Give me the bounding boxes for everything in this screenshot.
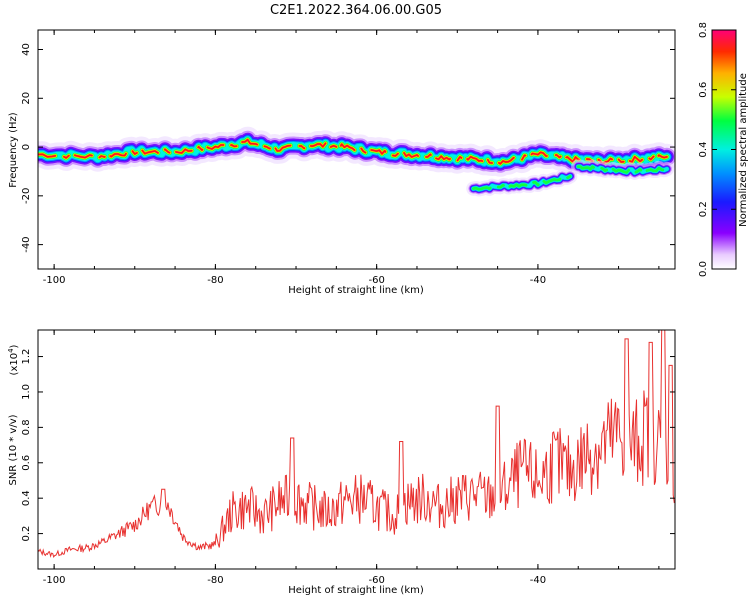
snr-panel: -100 -80 -60 -40 0.2 0.4 0.6 0.8 1.0 1.2 Height … bbox=[7, 329, 676, 596]
spectrogram-x-label: Height of straight line (km) bbox=[288, 285, 424, 296]
heatmap-layer bbox=[38, 126, 675, 197]
heatmap-band bbox=[38, 139, 668, 165]
spectrogram-x-tick-label: -60 bbox=[368, 275, 384, 286]
spectrogram-x-ticks: -100 -80 -60 -40 bbox=[43, 30, 660, 286]
spectrogram-y-label: Frequency (Hz) bbox=[8, 112, 19, 188]
spectrogram-x-tick-label: -80 bbox=[207, 275, 223, 286]
colorbar-ticks: 0.0 0.2 0.4 0.6 0.8 bbox=[698, 22, 736, 277]
colorbar-tick-label: 0.0 bbox=[698, 261, 709, 277]
heatmap-ridge bbox=[571, 159, 675, 180]
spectrogram-y-tick-label: 0 bbox=[21, 144, 32, 150]
snr-x-label: Height of straight line (km) bbox=[288, 585, 424, 596]
colorbar-tick-label: 0.4 bbox=[698, 142, 709, 158]
spectrogram-y-tick-label: 20 bbox=[21, 92, 32, 105]
spectrogram-y-tick-label: -20 bbox=[21, 188, 32, 204]
figure-title: C2E1.2022.364.06.00.G05 bbox=[270, 3, 442, 18]
snr-x-tick-label: -60 bbox=[368, 575, 384, 586]
heatmap-band bbox=[472, 174, 572, 191]
snr-y-tick-label: 0.8 bbox=[21, 419, 32, 435]
colorbar-tick-label: 0.2 bbox=[698, 201, 709, 217]
spectrogram-y-tick-label: -40 bbox=[21, 236, 32, 252]
heatmap-band bbox=[576, 165, 669, 175]
snr-y-ticks: 0.2 0.4 0.6 0.8 1.0 1.2 bbox=[21, 349, 675, 542]
spectrogram-x-tick-label: -100 bbox=[43, 275, 66, 286]
spectrogram-panel: -100 -80 -60 -40 -40 -20 0 20 40 Height of stra… bbox=[8, 29, 676, 296]
snr-y-tick-label: 0.4 bbox=[21, 490, 32, 506]
snr-x-tick-label: -80 bbox=[207, 575, 223, 586]
spectrogram-frame bbox=[37, 29, 676, 270]
heatmap-ridge bbox=[466, 169, 578, 197]
snr-y-tick-label: 1.0 bbox=[21, 384, 32, 400]
snr-y-tick-label: 0.6 bbox=[21, 455, 32, 471]
snr-x-ticks: -100 -80 -60 -40 bbox=[43, 330, 660, 586]
colorbar-tick-label: 0.8 bbox=[698, 22, 709, 38]
heatmap-ridge bbox=[38, 126, 675, 178]
spectrogram-y-tick-label: 40 bbox=[21, 43, 32, 56]
snr-frame bbox=[37, 329, 676, 570]
snr-y-tick-label: 0.2 bbox=[21, 526, 32, 542]
snr-y-tick-label: 1.2 bbox=[21, 349, 32, 365]
snr-x-tick-label: -40 bbox=[530, 575, 546, 586]
colorbar-label: Normalized spectral amplitude bbox=[738, 73, 749, 227]
colorbar-tick-label: 0.6 bbox=[698, 82, 709, 98]
spectrogram-y-ticks: -40 -20 0 20 40 bbox=[21, 43, 675, 253]
snr-line-layer bbox=[38, 330, 675, 558]
colorbar: 0.0 0.2 0.4 0.6 0.8 Normalized spectral ampl… bbox=[698, 22, 749, 277]
spectrogram-x-tick-label: -40 bbox=[530, 275, 546, 286]
svg-text:(x104): (x104) bbox=[7, 344, 20, 375]
snr-y-label: SNR (10 * v/v) bbox=[8, 414, 19, 485]
snr-x-tick-label: -100 bbox=[43, 575, 66, 586]
snr-scale-label: (x104) bbox=[7, 344, 20, 375]
snr-series-line bbox=[38, 330, 675, 558]
